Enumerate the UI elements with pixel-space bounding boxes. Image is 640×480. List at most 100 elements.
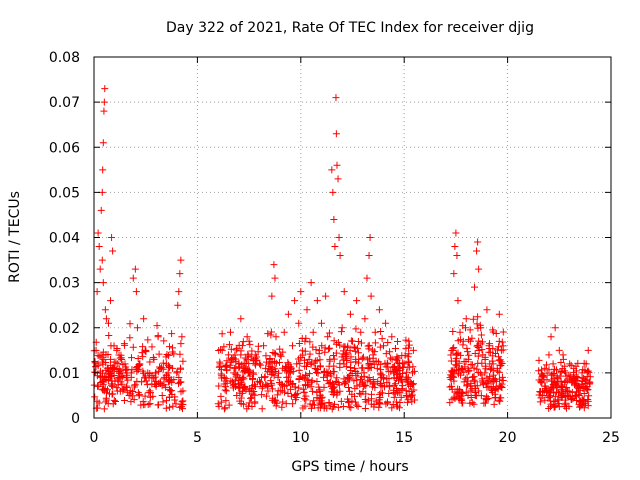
data-point — [102, 315, 110, 323]
data-point — [555, 389, 563, 397]
data-point — [97, 206, 105, 214]
data-point — [313, 357, 321, 365]
data-point — [566, 393, 574, 401]
data-point — [225, 341, 233, 349]
data-point — [278, 403, 286, 411]
data-point — [222, 387, 230, 395]
y-tick-label: 0 — [71, 411, 80, 427]
data-point — [217, 398, 225, 406]
data-point — [98, 378, 106, 386]
data-point — [483, 306, 491, 314]
data-point — [376, 343, 384, 351]
data-point — [369, 357, 377, 365]
data-point — [220, 373, 228, 381]
data-point — [335, 381, 343, 389]
data-point — [104, 319, 112, 327]
data-point — [384, 360, 392, 368]
data-point — [468, 361, 476, 369]
data-point — [377, 373, 385, 381]
data-point — [156, 378, 164, 386]
data-point — [248, 347, 256, 355]
data-point — [236, 397, 244, 405]
data-point — [176, 270, 184, 278]
data-point — [345, 403, 353, 411]
data-point — [581, 379, 589, 387]
data-point — [474, 238, 482, 246]
data-point — [545, 351, 553, 359]
data-point — [479, 338, 487, 346]
data-point — [262, 364, 270, 372]
data-point — [568, 378, 576, 386]
data-point — [371, 339, 379, 347]
data-point — [448, 382, 456, 390]
data-point — [341, 380, 349, 388]
data-point — [454, 349, 462, 357]
data-point — [148, 373, 156, 381]
data-point — [487, 385, 495, 393]
data-point — [295, 319, 303, 327]
data-point — [273, 391, 281, 399]
data-point — [277, 352, 285, 360]
data-point — [163, 350, 171, 358]
data-point — [382, 363, 390, 371]
data-point — [391, 345, 399, 353]
data-point — [150, 355, 158, 363]
data-point — [576, 382, 584, 390]
data-point — [333, 374, 341, 382]
data-point — [97, 367, 105, 375]
data-point — [146, 387, 154, 395]
data-point — [317, 319, 325, 327]
data-point — [119, 387, 127, 395]
data-point — [313, 297, 321, 305]
data-point — [396, 364, 404, 372]
data-point — [491, 387, 499, 395]
data-point — [262, 392, 270, 400]
data-point — [471, 349, 479, 357]
data-point — [171, 396, 179, 404]
x-tick-label: 15 — [395, 430, 413, 446]
data-point — [460, 378, 468, 386]
data-point — [357, 339, 365, 347]
data-point — [227, 377, 235, 385]
data-point — [334, 339, 342, 347]
data-point — [337, 328, 345, 336]
data-point — [497, 346, 505, 354]
y-tick-label: 0.08 — [49, 50, 80, 66]
data-point — [334, 175, 342, 183]
data-point — [327, 372, 335, 380]
data-point — [98, 256, 106, 264]
data-point — [541, 364, 549, 372]
data-point — [451, 243, 459, 251]
data-point — [582, 360, 590, 368]
data-point — [358, 364, 366, 372]
data-point — [402, 336, 410, 344]
data-point — [306, 338, 314, 346]
data-point — [237, 315, 245, 323]
data-point — [384, 399, 392, 407]
chart-title: Day 322 of 2021, Rate Of TEC Index for r… — [166, 20, 534, 36]
data-point — [159, 398, 167, 406]
data-point — [536, 398, 544, 406]
data-point — [104, 369, 112, 377]
data-point — [257, 361, 265, 369]
data-point — [287, 385, 295, 393]
data-point — [354, 402, 362, 410]
data-point — [318, 393, 326, 401]
data-point — [378, 389, 386, 397]
data-point — [160, 373, 168, 381]
data-point — [132, 288, 140, 296]
data-point — [306, 350, 314, 358]
data-point — [158, 382, 166, 390]
data-point — [120, 340, 128, 348]
data-point — [173, 369, 181, 377]
data-point — [559, 355, 567, 363]
data-point — [320, 383, 328, 391]
data-point — [562, 369, 570, 377]
data-point — [325, 345, 333, 353]
data-point — [493, 364, 501, 372]
data-point — [358, 379, 366, 387]
data-point — [448, 346, 456, 354]
data-point — [354, 349, 362, 357]
data-point — [223, 379, 231, 387]
data-point — [100, 405, 108, 413]
